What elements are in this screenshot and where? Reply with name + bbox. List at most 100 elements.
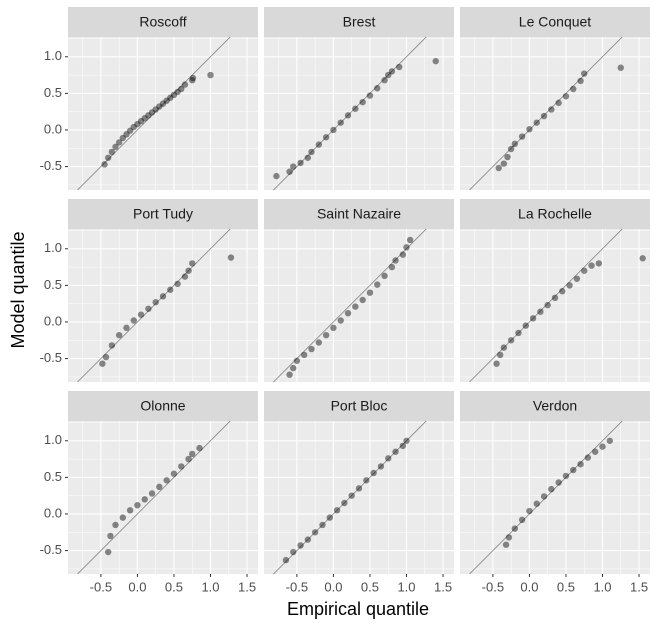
- point: [163, 97, 170, 104]
- point: [145, 112, 152, 119]
- strip-label: Port Tudy: [133, 206, 193, 222]
- point: [185, 267, 192, 274]
- point: [533, 119, 540, 126]
- point: [333, 507, 341, 514]
- point: [130, 123, 137, 131]
- point: [126, 507, 134, 514]
- panel: [264, 229, 454, 382]
- y-tick-label: 0.0: [44, 505, 62, 520]
- point: [196, 444, 203, 452]
- point: [148, 490, 156, 497]
- point: [366, 289, 374, 296]
- point: [290, 548, 297, 556]
- y-tick-label: -0.5: [40, 542, 62, 557]
- point: [511, 525, 519, 532]
- point: [617, 64, 624, 71]
- point: [326, 514, 333, 521]
- strip: [264, 7, 454, 37]
- panel: [264, 421, 454, 574]
- point: [104, 154, 112, 161]
- reference-line: [469, 420, 623, 575]
- point: [533, 500, 540, 507]
- point: [315, 141, 323, 148]
- point: [134, 120, 141, 128]
- strip: [460, 199, 650, 229]
- strip: [460, 391, 650, 421]
- panel: [460, 37, 650, 190]
- point: [344, 112, 352, 119]
- point: [548, 106, 555, 113]
- reference-line: [77, 228, 231, 383]
- point: [551, 294, 559, 302]
- point: [189, 76, 196, 84]
- point: [159, 100, 167, 107]
- point: [174, 280, 181, 288]
- point: [181, 273, 189, 280]
- point: [570, 466, 577, 474]
- point: [134, 501, 141, 509]
- x-tick-label: 1.5: [434, 579, 452, 594]
- point: [315, 339, 323, 346]
- point: [381, 76, 388, 84]
- point: [522, 322, 529, 329]
- point: [119, 134, 127, 142]
- point: [504, 153, 511, 161]
- point: [290, 364, 297, 372]
- point: [537, 308, 544, 315]
- point: [152, 299, 159, 306]
- point: [366, 92, 374, 99]
- point: [104, 548, 112, 556]
- x-tick-label: -0.5: [286, 579, 308, 594]
- reference-line: [273, 228, 427, 383]
- point: [145, 305, 152, 312]
- point: [526, 507, 533, 515]
- point: [599, 443, 606, 450]
- reference-line: [273, 36, 427, 191]
- point: [126, 127, 134, 134]
- point: [178, 85, 185, 93]
- x-tick-label: 1.0: [397, 579, 415, 594]
- point: [540, 112, 548, 120]
- y-tick-label: 0.0: [44, 313, 62, 328]
- point: [385, 71, 392, 79]
- x-tick-label: 0.5: [557, 579, 575, 594]
- strip-label: Verdon: [533, 398, 577, 414]
- point: [112, 521, 119, 529]
- point: [591, 448, 599, 455]
- point: [282, 556, 290, 564]
- panel: [264, 37, 454, 190]
- point: [493, 360, 500, 367]
- y-tick-label: 1.0: [44, 240, 62, 255]
- point: [562, 472, 570, 480]
- point: [152, 106, 159, 113]
- point: [388, 263, 396, 271]
- strip: [68, 7, 258, 37]
- point: [337, 119, 344, 126]
- point: [502, 541, 510, 548]
- point: [573, 275, 581, 282]
- point: [156, 483, 163, 491]
- point: [148, 109, 156, 116]
- point: [163, 477, 170, 484]
- x-tick-label: 0.0: [128, 579, 146, 594]
- point: [311, 529, 319, 536]
- y-tick-label: 1.0: [44, 432, 62, 447]
- point: [588, 262, 595, 269]
- point: [639, 255, 646, 262]
- point: [167, 286, 174, 293]
- x-tick-label: -0.5: [482, 579, 504, 594]
- point: [170, 470, 178, 477]
- point: [566, 282, 573, 289]
- point: [606, 437, 614, 444]
- point: [112, 143, 119, 151]
- point: [581, 70, 588, 77]
- y-tick-label: 0.5: [44, 469, 62, 484]
- point: [392, 257, 399, 264]
- y-tick-label: 1.0: [44, 48, 62, 63]
- strip-label: Roscoff: [139, 14, 186, 30]
- reference-line: [469, 228, 623, 383]
- x-axis-title: Empirical quantile: [287, 599, 429, 619]
- point: [352, 105, 359, 112]
- point: [319, 521, 326, 529]
- point: [515, 329, 522, 337]
